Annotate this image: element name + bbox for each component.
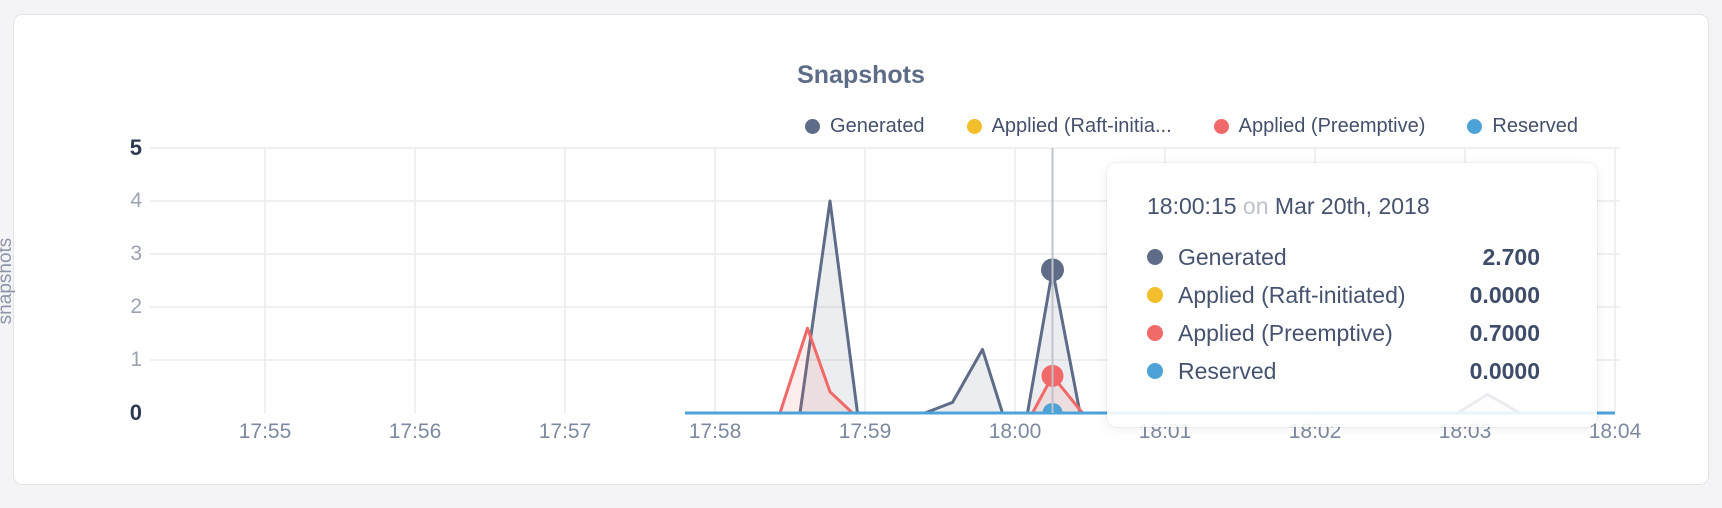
legend-swatch-reserved	[1467, 119, 1483, 134]
tooltip-swatch-applied-preemptive	[1147, 325, 1163, 341]
tooltip-on: on	[1242, 193, 1269, 219]
tooltip-title: 18:00:15 on Mar 20th, 2018	[1147, 193, 1540, 220]
tooltip-swatch-reserved	[1147, 363, 1163, 379]
y-tick-label: 0	[129, 400, 142, 425]
tooltip-time: 18:00:15	[1147, 193, 1237, 219]
y-tick-label: 4	[130, 189, 142, 212]
legend-swatch-generated	[805, 119, 821, 134]
tooltip-series-label: Reserved	[1178, 357, 1277, 384]
x-tick-label: 18:00	[988, 420, 1042, 443]
x-tick-label: 17:57	[538, 420, 592, 443]
tooltip-series-label: Applied (Raft-initiated)	[1178, 281, 1406, 308]
legend-item-label: Applied (Preemptive)	[1238, 115, 1426, 137]
legend-item-reserved[interactable]: Reserved	[1467, 115, 1578, 138]
y-tick-label: 5	[129, 135, 142, 160]
tooltip-swatch-generated	[1147, 249, 1163, 265]
legend-item-applied-raft[interactable]: Applied (Raft-initia...	[966, 115, 1172, 138]
legend-swatch-applied-preemptive	[1213, 119, 1229, 134]
x-tick-label: 17:58	[688, 420, 742, 443]
tooltip-date: Mar 20th, 2018	[1274, 193, 1430, 219]
legend-item-generated[interactable]: Generated	[805, 115, 925, 138]
tooltip-series-value: 0.7000	[1469, 319, 1540, 346]
hover-tooltip: 18:00:15 on Mar 20th, 2018 Generated 2.7…	[1107, 163, 1597, 427]
chart-title: Snapshots	[797, 61, 925, 89]
legend-swatch-applied-raft	[966, 119, 982, 134]
legend-item-label: Reserved	[1492, 115, 1578, 137]
tooltip-series-value: 2.700	[1482, 243, 1540, 270]
tooltip-series-label: Generated	[1178, 243, 1287, 270]
tooltip-swatch-applied-raft	[1147, 287, 1163, 303]
legend-item-label: Generated	[830, 115, 925, 137]
legend-item-applied-preemptive[interactable]: Applied (Preemptive)	[1213, 115, 1426, 138]
tooltip-series-value: 0.0000	[1469, 281, 1540, 308]
tooltip-series-label: Applied (Preemptive)	[1178, 319, 1393, 346]
legend-item-label: Applied (Raft-initia...	[991, 115, 1172, 137]
tooltip-row: Applied (Raft-initiated) 0.0000	[1147, 276, 1540, 314]
y-tick-label: 3	[130, 242, 142, 265]
x-tick-label: 17:55	[238, 420, 292, 443]
x-tick-label: 18:04	[1588, 420, 1642, 443]
chart-legend: Generated Applied (Raft-initia... Applie…	[805, 115, 1578, 138]
y-axis-title: snapshots	[0, 237, 16, 325]
tooltip-row: Generated 2.700	[1147, 238, 1540, 276]
x-tick-label: 17:56	[388, 420, 442, 443]
y-tick-label: 2	[130, 295, 142, 318]
tooltip-rows: Generated 2.700 Applied (Raft-initiated)…	[1147, 238, 1540, 390]
tooltip-row: Reserved 0.0000	[1147, 352, 1540, 390]
tooltip-row: Applied (Preemptive) 0.7000	[1147, 314, 1540, 352]
x-tick-label: 17:59	[838, 420, 892, 443]
y-tick-label: 1	[130, 348, 142, 371]
tooltip-series-value: 0.0000	[1469, 357, 1540, 384]
